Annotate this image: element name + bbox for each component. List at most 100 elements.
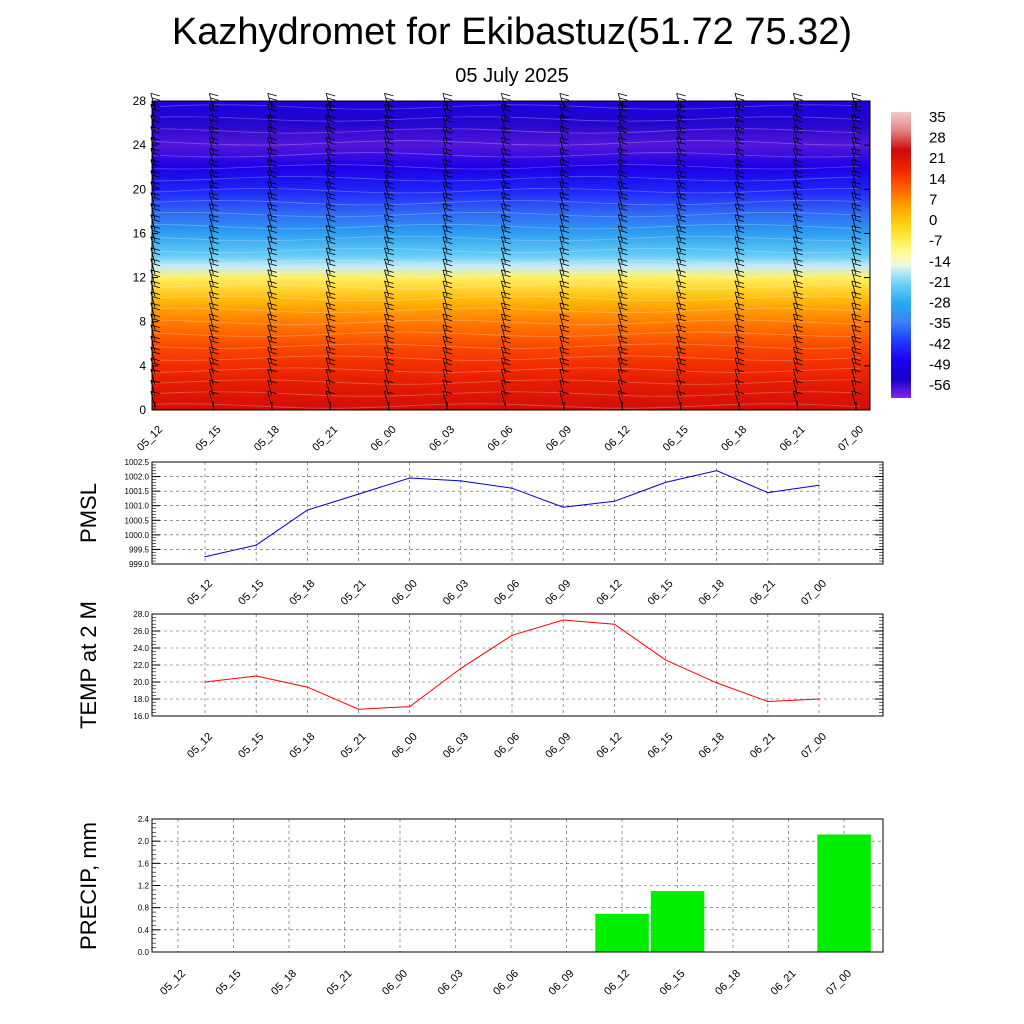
wind-barb <box>618 236 628 240</box>
wind-barb <box>327 252 336 256</box>
wind-barb <box>851 258 861 262</box>
wind-barb <box>442 126 453 130</box>
wind-barb <box>618 346 628 351</box>
wind-barb <box>794 362 803 366</box>
x-tick-label: 05_15 <box>214 968 244 998</box>
wind-barb <box>559 115 569 119</box>
wind-barb <box>793 104 798 120</box>
wind-barb <box>150 93 160 97</box>
wind-barb <box>736 207 745 211</box>
wind-barb <box>619 219 628 222</box>
wind-barb <box>560 185 570 189</box>
wind-barb <box>444 230 453 233</box>
wind-barb <box>676 214 682 231</box>
wind-barb <box>442 269 453 273</box>
wind-barb <box>619 152 628 156</box>
wind-barb <box>793 380 798 396</box>
wind-barb <box>384 269 390 286</box>
x-tick-label: 06_09 <box>544 424 574 454</box>
wind-barb <box>851 214 857 231</box>
wind-barb <box>327 307 336 311</box>
wind-barb <box>734 346 745 351</box>
wind-barb <box>734 93 745 97</box>
wind-barb <box>734 181 745 185</box>
wind-barb <box>618 203 628 207</box>
wind-barb <box>268 207 278 211</box>
wind-barb <box>793 357 803 362</box>
wind-barb <box>151 274 161 278</box>
wind-barb <box>559 203 565 220</box>
wind-barb <box>677 130 686 134</box>
data-point <box>562 506 564 508</box>
wind-barb <box>559 247 569 251</box>
wind-barb <box>442 225 448 242</box>
wind-barb <box>793 269 803 273</box>
wind-barb <box>734 126 745 130</box>
data-point <box>562 619 564 621</box>
wind-barb <box>851 225 857 242</box>
wind-barb <box>442 391 448 407</box>
wind-barb <box>442 181 448 198</box>
wind-barb <box>325 369 331 385</box>
wind-barb <box>442 170 448 187</box>
wind-barb <box>151 329 161 333</box>
wind-barb <box>676 291 682 308</box>
wind-barb <box>501 137 511 141</box>
wind-barb <box>209 137 219 141</box>
wind-barb <box>617 369 623 385</box>
wind-barb <box>617 159 623 176</box>
wind-barb <box>267 369 273 385</box>
data-point <box>613 623 615 625</box>
wind-barb <box>210 108 219 112</box>
wind-barb <box>852 252 862 256</box>
data-point <box>511 634 513 636</box>
wind-barb <box>444 351 453 355</box>
wind-barb <box>851 148 861 152</box>
wind-barb <box>384 280 394 284</box>
x-tick-label: 05_15 <box>193 424 223 454</box>
wind-barb <box>736 97 745 101</box>
wind-barb <box>734 115 745 119</box>
wind-barb <box>208 336 214 352</box>
colorbar-label: 7 <box>929 191 937 208</box>
wind-barb <box>851 247 861 251</box>
wind-barb <box>619 196 628 200</box>
wind-barb <box>268 263 278 267</box>
wind-barb <box>325 357 336 362</box>
wind-barb <box>734 347 740 363</box>
wind-barb <box>327 263 336 267</box>
wind-barb <box>385 130 394 134</box>
x-tick-label: 06_03 <box>441 578 471 608</box>
wind-barb <box>268 141 278 145</box>
wind-barb <box>442 236 453 240</box>
wind-barb <box>677 230 686 233</box>
data-point <box>818 698 820 700</box>
wind-barb <box>559 302 565 319</box>
wind-barb <box>210 241 219 244</box>
wind-barb <box>502 141 511 145</box>
wind-barb <box>559 203 569 207</box>
wind-barb <box>327 152 336 156</box>
wind-barb <box>384 291 394 295</box>
wind-barb <box>617 313 623 330</box>
wind-barb <box>384 368 394 373</box>
wind-barb <box>676 225 682 242</box>
y-tick-label: 8 <box>139 315 146 329</box>
wind-barb <box>267 313 277 317</box>
wind-barb <box>676 115 682 131</box>
wind-barb <box>559 137 569 141</box>
wind-barb <box>208 236 214 253</box>
wind-barb <box>676 258 682 275</box>
x-tick-label: 05_21 <box>339 731 369 761</box>
wind-barb <box>268 108 278 112</box>
wind-barb <box>734 203 740 220</box>
wind-barb <box>559 258 565 275</box>
wind-barb <box>618 115 628 119</box>
wind-barb <box>384 126 390 142</box>
wind-barb <box>442 170 453 174</box>
precip-bar <box>817 834 871 952</box>
wind-barb <box>442 236 448 253</box>
wind-barb <box>500 358 506 374</box>
wind-barb <box>794 174 803 178</box>
wind-barb <box>208 203 214 220</box>
